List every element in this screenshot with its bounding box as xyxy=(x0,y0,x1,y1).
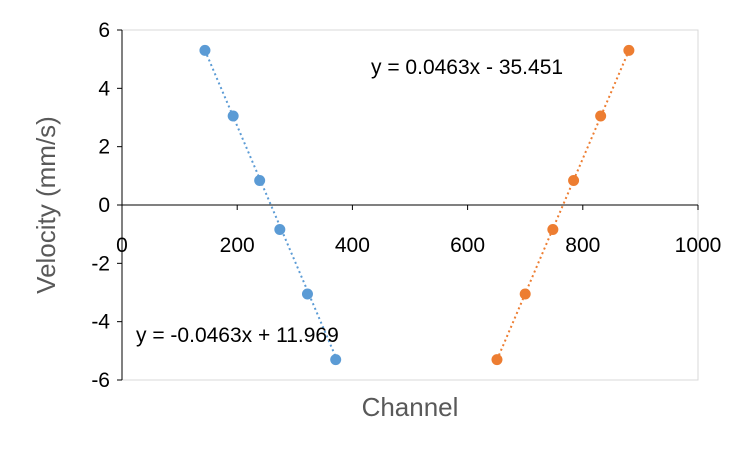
equation-label-series-2: y = 0.0463x - 35.451 xyxy=(371,56,563,79)
data-point xyxy=(519,288,531,300)
y-tick-label: -6 xyxy=(91,369,110,392)
data-point xyxy=(254,175,266,186)
x-axis-title: Channel xyxy=(362,392,459,422)
data-point xyxy=(199,44,211,56)
y-tick-labels: 6 4 2 0 -2 -4 -6 xyxy=(91,19,122,392)
y-axis-title: Velocity (mm/s) xyxy=(31,116,61,294)
x-tick-label: 0 xyxy=(116,234,128,257)
data-point xyxy=(301,288,313,300)
data-point xyxy=(547,224,559,235)
y-tick-label: -2 xyxy=(91,252,110,275)
x-tick-label: 400 xyxy=(335,234,370,257)
x-tick-labels: 0 200 400 600 800 1000 xyxy=(116,205,721,257)
x-tick-label: 600 xyxy=(450,234,485,257)
series-2 xyxy=(491,44,635,366)
data-point xyxy=(595,110,607,122)
x-tick-label: 800 xyxy=(565,234,600,257)
data-point xyxy=(274,224,286,235)
data-point xyxy=(330,354,342,366)
x-tick-label: 1000 xyxy=(675,234,722,257)
y-tick-label: 2 xyxy=(98,136,110,159)
trendline-series-1 xyxy=(204,49,337,358)
data-point xyxy=(623,44,635,56)
series-1 xyxy=(199,44,342,366)
series-layer xyxy=(199,44,635,366)
x-tick-label: 200 xyxy=(220,234,255,257)
y-tick-label: 0 xyxy=(98,194,110,217)
y-tick-label: 4 xyxy=(98,77,110,100)
y-tick-label: -4 xyxy=(91,311,110,334)
data-point xyxy=(568,175,580,186)
data-point xyxy=(227,110,239,122)
data-point xyxy=(491,354,503,366)
equation-label-series-1: y = -0.0463x + 11.969 xyxy=(136,324,339,347)
y-tick-label: 6 xyxy=(98,19,110,42)
trendline-series-2 xyxy=(496,50,630,361)
